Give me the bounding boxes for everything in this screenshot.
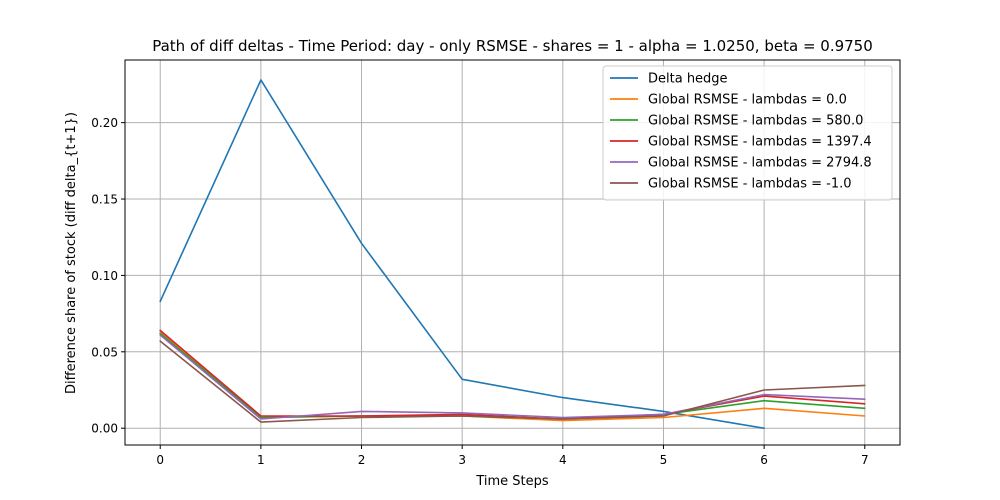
x-tick-label: 4 [559, 453, 567, 467]
y-tick-label: 0.10 [91, 269, 118, 283]
x-tick-label: 7 [861, 453, 869, 467]
legend-label: Global RSMSE - lambdas = 580.0 [648, 114, 863, 129]
x-tick-label: 6 [760, 453, 768, 467]
legend-label: Delta hedge [648, 72, 728, 87]
y-tick-label: 0.15 [91, 193, 118, 207]
series-line-5 [159, 340, 866, 423]
y-tick-label: 0.00 [91, 422, 118, 436]
series-lines [159, 79, 866, 430]
x-tick-label: 1 [257, 453, 265, 467]
x-tick-label: 3 [458, 453, 466, 467]
x-tick-label: 2 [358, 453, 366, 467]
x-axis-ticks: 0 1 2 3 4 5 6 7 [156, 445, 869, 467]
y-axis-label: Difference share of stock (diff delta_{t… [64, 112, 79, 394]
x-tick-label: 0 [156, 453, 164, 467]
legend: Delta hedge Global RSMSE - lambdas = 0.0 G… [602, 65, 893, 201]
series-line-0 [159, 79, 765, 430]
y-tick-label: 0.05 [91, 345, 118, 359]
legend-label: Global RSMSE - lambdas = 2794.8 [648, 156, 872, 171]
y-tick-label: 0.20 [91, 116, 118, 130]
x-tick-label: 5 [660, 453, 668, 467]
y-axis-ticks: 0.00 0.05 0.10 0.15 0.20 [91, 116, 125, 436]
legend-label: Global RSMSE - lambdas = 0.0 [648, 93, 847, 108]
plot-frame [124, 59, 901, 446]
legend-label: Global RSMSE - lambdas = -1.0 [648, 177, 852, 192]
legend-box [602, 65, 893, 201]
chart-title: Path of diff deltas - Time Period: day -… [152, 37, 873, 55]
series-line-4 [159, 334, 866, 420]
legend-label: Global RSMSE - lambdas = 1397.4 [648, 135, 872, 150]
x-axis-label: Time Steps [475, 474, 549, 489]
